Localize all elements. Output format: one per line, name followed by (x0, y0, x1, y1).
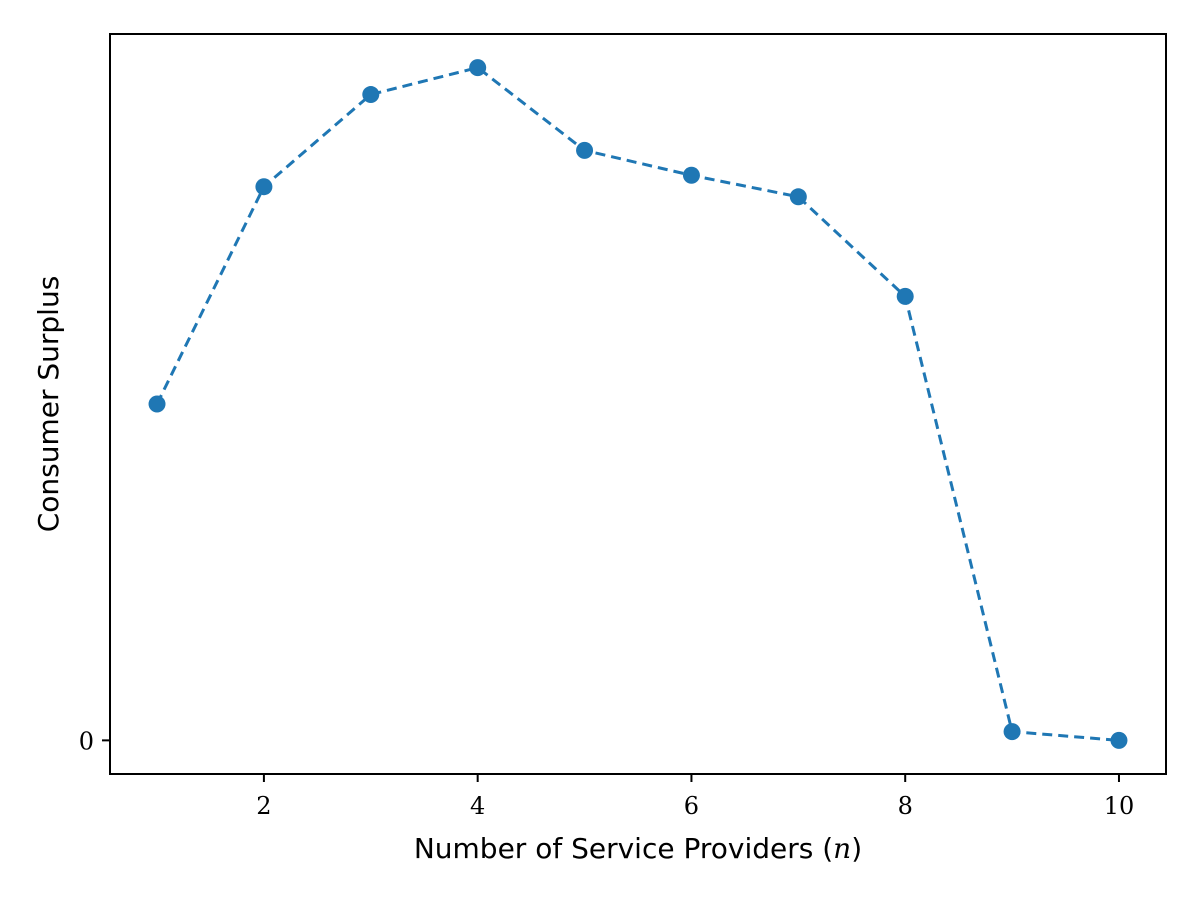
y-axis-label: Consumer Surplus (32, 276, 65, 533)
data-point (576, 141, 594, 159)
data-point (1003, 723, 1021, 741)
y-tick-label: 0 (79, 727, 94, 755)
data-point (896, 287, 914, 305)
x-axis-label: Number of Service Providers (n) (414, 832, 862, 865)
series-points (148, 59, 1128, 749)
data-point (469, 59, 487, 77)
data-point (1110, 731, 1128, 749)
x-tick-label: 4 (470, 792, 485, 820)
data-point (255, 178, 273, 196)
x-axis-ticks: 2 4 6 8 10 (256, 774, 1134, 820)
x-axis-label-prefix: Number of Service Providers ( (414, 832, 833, 865)
x-tick-label: 2 (256, 792, 271, 820)
plot-area (109, 33, 1167, 775)
x-tick-label: 8 (898, 792, 913, 820)
x-axis-label-suffix: ) (851, 832, 862, 865)
x-tick-label: 6 (684, 792, 699, 820)
x-axis-label-var: n (833, 832, 851, 865)
y-axis-ticks: 0 (79, 727, 110, 755)
x-tick-label: 10 (1104, 792, 1135, 820)
data-point (148, 395, 166, 413)
data-point (789, 188, 807, 206)
series-line (155, 65, 1120, 742)
data-point (682, 166, 700, 184)
data-point (362, 86, 380, 104)
